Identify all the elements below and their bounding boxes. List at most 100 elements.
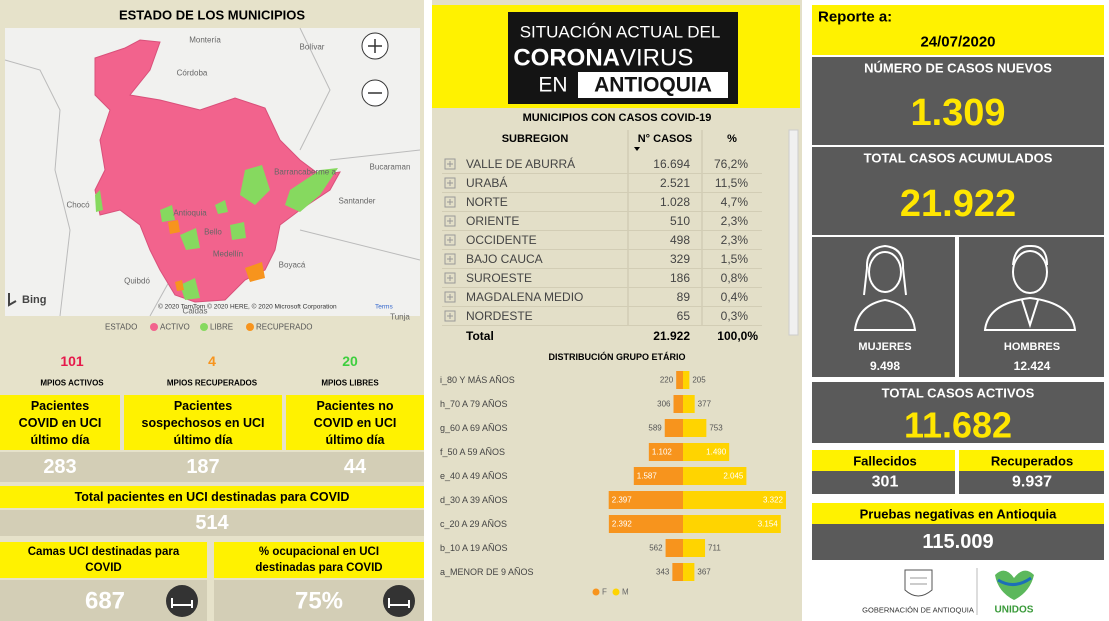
expand-icon[interactable] <box>444 234 456 246</box>
table-cell: 0,3% <box>721 309 749 323</box>
bar <box>683 563 695 581</box>
hombres-value: 12.424 <box>1014 359 1051 373</box>
table-cell: BAJO CAUCA <box>466 252 543 266</box>
stat-label: MPIOS LIBRES <box>321 379 379 388</box>
pruebas-row <box>812 524 1104 560</box>
map-copyright: © 2020 TomTom © 2020 HERE, © 2020 Micros… <box>158 303 337 311</box>
map-place: Bolívar <box>300 43 325 52</box>
scrollbar[interactable] <box>788 129 799 336</box>
report-date: 24/07/2020 <box>920 34 995 51</box>
fallecidos-row <box>812 471 955 494</box>
unidos-label: UNIDOS <box>995 605 1034 616</box>
hombres-box <box>959 237 1104 377</box>
bar <box>664 419 683 437</box>
bar <box>683 467 747 485</box>
recuperados-row <box>959 471 1104 494</box>
expand-icon[interactable] <box>444 158 456 170</box>
header-virus: VIRUS <box>620 45 693 72</box>
fallecidos-box <box>812 450 955 471</box>
table-cell: 11,5% <box>715 176 748 190</box>
expand-icon[interactable] <box>444 253 456 265</box>
value-label: 562 <box>649 544 663 553</box>
y-tick-label: e_40 A 49 AÑOS <box>440 471 508 481</box>
uci-box <box>286 395 424 450</box>
value-label: 3.322 <box>763 496 784 505</box>
table-cell: 76,2% <box>714 157 748 171</box>
recovered-municipalities <box>168 220 265 291</box>
activos-box <box>812 382 1104 443</box>
legend-label: M <box>622 588 629 597</box>
table-cell: MAGDALENA MEDIO <box>466 290 583 304</box>
gobernacion-logo <box>904 568 1034 615</box>
uci-label: último día <box>30 433 90 447</box>
y-tick-label: f_50 A 59 AÑOS <box>440 447 505 457</box>
map-place: Córdoba <box>177 69 208 78</box>
expand-icon[interactable] <box>444 215 456 227</box>
stat-value: 20 <box>342 353 358 369</box>
map-border <box>4 27 421 317</box>
bed-icon-detail <box>171 598 193 608</box>
acumulados-box <box>812 147 1104 235</box>
y-tick-label: b_10 A 19 AÑOS <box>440 543 508 553</box>
table-cell: 329 <box>670 252 690 266</box>
y-tick-label: i_80 Y MÁS AÑOS <box>440 375 515 385</box>
legend-dot <box>612 588 620 596</box>
table-cell: 186 <box>670 271 690 285</box>
map-title: ESTADO DE LOS MUNICIPIOS <box>119 8 305 23</box>
expand-icon[interactable] <box>444 310 456 322</box>
map-place: Santander <box>339 197 376 206</box>
uci-label: Pacientes <box>174 399 232 413</box>
header-corona: CORONA <box>513 45 620 72</box>
hombres-label: HOMBRES <box>1004 341 1060 353</box>
expand-icon-plus <box>447 161 453 167</box>
map-place: Tunja <box>390 313 410 322</box>
value-label: 1.587 <box>637 472 658 481</box>
value-label: 1.102 <box>652 448 673 457</box>
camas-box <box>214 542 424 578</box>
value-label: 589 <box>648 424 662 433</box>
recuperados-box <box>959 450 1104 471</box>
report-box <box>812 5 1104 55</box>
value-label: 3.154 <box>758 520 779 529</box>
expand-icon[interactable] <box>444 272 456 284</box>
zoom-in-icon[interactable] <box>368 39 382 53</box>
bar <box>676 371 683 389</box>
activos-label: TOTAL CASOS ACTIVOS <box>882 386 1035 401</box>
value-label: 205 <box>692 376 706 385</box>
table-header: % <box>727 133 737 145</box>
nuevos-box <box>812 57 1104 145</box>
camas-label: destinadas para COVID <box>255 562 382 574</box>
expand-icon[interactable] <box>444 177 456 189</box>
table-cell: 2,3% <box>721 233 749 247</box>
recuperados-value: 9.937 <box>1012 474 1052 491</box>
expand-icon-plus <box>447 199 453 205</box>
expand-icon-plus <box>447 256 453 262</box>
expand-icon[interactable] <box>444 291 456 303</box>
stat-value: 4 <box>208 353 216 369</box>
bar <box>673 395 683 413</box>
uci-values-row <box>0 452 424 482</box>
y-tick-label: h_70 A 79 AÑOS <box>440 399 508 409</box>
gobernacion-label: GOBERNACIÓN DE ANTIOQUIA <box>862 606 974 615</box>
table-cell: 1,5% <box>721 252 749 266</box>
y-tick-label: d_30 A 39 AÑOS <box>440 495 508 505</box>
table-title: MUNICIPIOS CON CASOS COVID-19 <box>523 112 712 124</box>
expand-icon[interactable] <box>444 196 456 208</box>
legend-dot <box>150 323 158 331</box>
shield-detail <box>910 577 927 585</box>
uci-total-value: 514 <box>195 512 229 534</box>
map-place: Bucaraman <box>370 163 411 172</box>
uci-label: sospechosos en UCI <box>142 416 265 430</box>
mujeres-value: 9.498 <box>870 359 900 373</box>
uci-total-row <box>0 510 424 536</box>
value-label: 367 <box>697 568 711 577</box>
camas-label: COVID <box>85 562 121 574</box>
value-label: 753 <box>709 424 723 433</box>
bar <box>683 491 786 509</box>
table-header: SUBREGION <box>502 133 569 145</box>
header-line1: SITUACIÓN ACTUAL DEL <box>520 23 721 42</box>
stat-value: 101 <box>60 353 84 369</box>
zoom-controls[interactable] <box>361 32 389 107</box>
table-cell: VALLE DE ABURRÁ <box>466 156 575 171</box>
acumulados-label: TOTAL CASOS ACUMULADOS <box>864 151 1053 166</box>
